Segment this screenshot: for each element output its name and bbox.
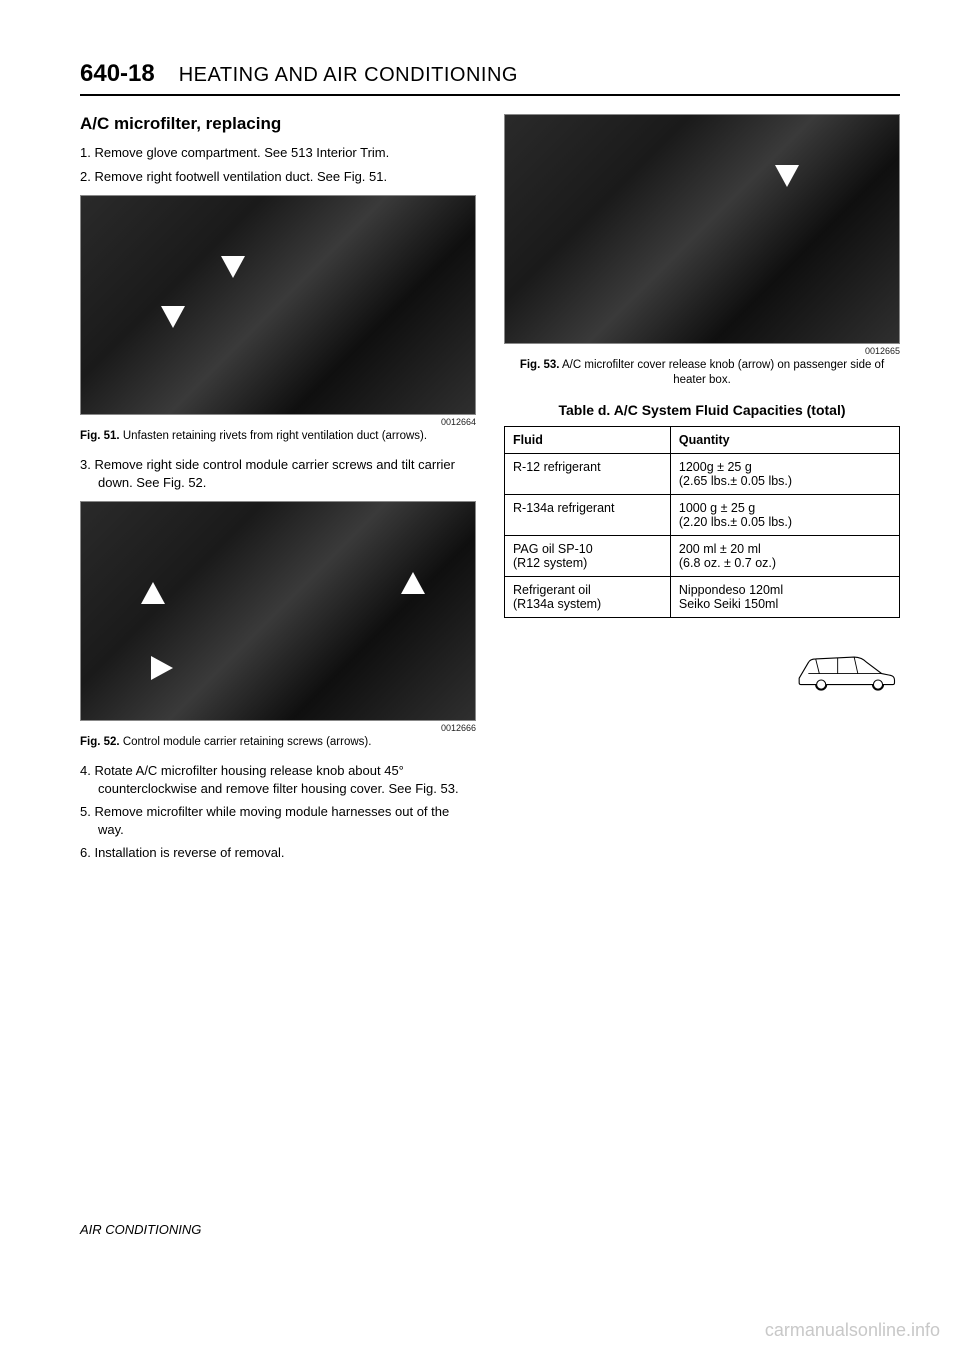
table-row: PAG oil SP-10(R12 system) 200 ml ± 20 ml… xyxy=(505,535,900,576)
figure-label: Fig. 52. xyxy=(80,736,120,748)
cell-fluid: R-134a refrigerant xyxy=(505,494,671,535)
chapter-title: HEATING AND AIR CONDITIONING xyxy=(179,64,518,87)
table-col-qty: Quantity xyxy=(670,426,899,453)
figure-52-image xyxy=(80,501,476,721)
figure-label: Fig. 51. xyxy=(80,430,120,442)
figure-52-id: 0012666 xyxy=(80,723,476,733)
step-6: 6. Installation is reverse of removal. xyxy=(98,844,476,862)
cell-qty: 1000 g ± 25 g(2.20 lbs.± 0.05 lbs.) xyxy=(670,494,899,535)
table-title: Table d. A/C System Fluid Capacities (to… xyxy=(504,402,900,418)
cell-qty: Nippondeso 120mlSeiko Seiki 150ml xyxy=(670,576,899,617)
table-row: R-12 refrigerant 1200g ± 25 g(2.65 lbs.±… xyxy=(505,453,900,494)
table-col-fluid: Fluid xyxy=(505,426,671,453)
page-header: 640-18 HEATING AND AIR CONDITIONING xyxy=(80,60,900,96)
cell-fluid: Refrigerant oil(R134a system) xyxy=(505,576,671,617)
table-header-row: Fluid Quantity xyxy=(505,426,900,453)
watermark: carmanualsonline.info xyxy=(765,1320,940,1341)
fluid-capacities-table: Fluid Quantity R-12 refrigerant 1200g ± … xyxy=(504,426,900,618)
figure-51-caption: Fig. 51. Unfasten retaining rivets from … xyxy=(80,429,476,444)
section-title: A/C microfilter, replacing xyxy=(80,114,476,134)
page-number: 640-18 xyxy=(80,60,155,88)
arrow-down-icon xyxy=(775,165,799,187)
figure-53-caption: Fig. 53. A/C microfilter cover release k… xyxy=(504,358,900,388)
left-column: A/C microfilter, replacing 1. Remove glo… xyxy=(80,114,476,868)
figure-caption-text: Control module carrier retaining screws … xyxy=(123,736,372,748)
cell-fluid: PAG oil SP-10(R12 system) xyxy=(505,535,671,576)
table-row: Refrigerant oil(R134a system) Nippondeso… xyxy=(505,576,900,617)
arrow-down-icon xyxy=(161,306,185,328)
car-icon xyxy=(790,644,900,694)
figure-52-caption: Fig. 52. Control module carrier retainin… xyxy=(80,735,476,750)
car-illustration xyxy=(504,644,900,699)
arrow-up-icon xyxy=(141,582,165,604)
step-2: 2. Remove right footwell ventilation duc… xyxy=(98,168,476,186)
figure-53-id: 0012665 xyxy=(504,346,900,356)
figure-51-id: 0012664 xyxy=(80,417,476,427)
figure-53-image xyxy=(504,114,900,344)
cell-fluid: R-12 refrigerant xyxy=(505,453,671,494)
table-row: R-134a refrigerant 1000 g ± 25 g(2.20 lb… xyxy=(505,494,900,535)
step-3: 3. Remove right side control module carr… xyxy=(98,456,476,491)
two-column-layout: A/C microfilter, replacing 1. Remove glo… xyxy=(80,114,900,868)
step-5: 5. Remove microfilter while moving modul… xyxy=(98,803,476,838)
arrow-up-icon xyxy=(401,572,425,594)
step-4: 4. Rotate A/C microfilter housing releas… xyxy=(98,762,476,797)
manual-page: 640-18 HEATING AND AIR CONDITIONING A/C … xyxy=(0,0,960,908)
figure-caption-text: A/C microfilter cover release knob (arro… xyxy=(562,359,884,386)
figure-51-image xyxy=(80,195,476,415)
figure-label: Fig. 53. xyxy=(520,359,560,371)
step-1: 1. Remove glove compartment. See 513 Int… xyxy=(98,144,476,162)
figure-caption-text: Unfasten retaining rivets from right ven… xyxy=(123,430,427,442)
cell-qty: 1200g ± 25 g(2.65 lbs.± 0.05 lbs.) xyxy=(670,453,899,494)
cell-qty: 200 ml ± 20 ml(6.8 oz. ± 0.7 oz.) xyxy=(670,535,899,576)
right-column: 0012665 Fig. 53. A/C microfilter cover r… xyxy=(504,114,900,868)
page-footer: AIR CONDITIONING xyxy=(80,1222,201,1237)
arrow-right-icon xyxy=(151,656,173,680)
arrow-down-icon xyxy=(221,256,245,278)
